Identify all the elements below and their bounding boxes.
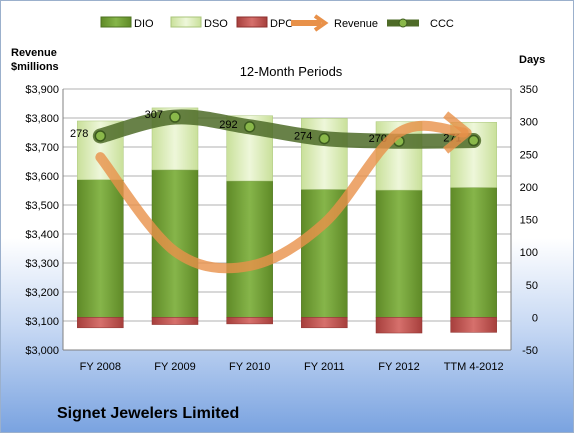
bar-dpo	[375, 317, 423, 334]
ccc-data-label: 278	[70, 128, 88, 140]
legend-swatch	[100, 16, 132, 28]
bar-dio	[375, 189, 423, 318]
plot-area: $3,000 $3,100 $3,200 $3,300 $3,400 $3,500 $3,6…	[25, 84, 538, 373]
left-tick-label: $3,100	[25, 316, 59, 328]
bar-dpo	[77, 317, 124, 329]
right-tick-label: 50	[526, 280, 538, 292]
left-tick-label: $3,500	[25, 200, 59, 212]
legend-item-dso: DSO	[170, 16, 228, 30]
legend: DIO DSO DPO Revenue CCC	[100, 14, 454, 32]
left-tick-label: $3,700	[25, 142, 59, 154]
legend-marker	[398, 18, 408, 28]
ccc-line	[92, 109, 482, 149]
right-tick-label: -50	[522, 345, 538, 357]
ccc-marker	[94, 130, 107, 142]
company-name: Signet Jewelers Limited	[57, 405, 240, 422]
right-tick-label: 350	[520, 84, 538, 96]
right-tick-label: 150	[520, 215, 538, 227]
legend-item-dpo: DPO	[236, 16, 294, 30]
left-tick-label: $3,000	[25, 345, 59, 357]
legend-item-ccc: CCC	[387, 18, 454, 30]
legend-label: DIO	[134, 18, 154, 30]
left-tick-label: $3,300	[25, 258, 59, 270]
right-tick-label: 0	[532, 312, 538, 324]
bar-dpo	[450, 317, 497, 333]
bar-dpo	[151, 317, 199, 325]
bar-dio	[151, 169, 199, 318]
ccc-marker	[467, 134, 480, 147]
ccc-marker	[318, 132, 331, 145]
right-tick-label: 250	[520, 149, 538, 161]
legend-swatch	[236, 16, 268, 28]
right-tick-label: 100	[520, 247, 538, 259]
left-tick-label: $3,900	[25, 84, 59, 96]
left-axis-label: Revenue $millions	[11, 47, 59, 73]
left-tick-label: $3,600	[25, 171, 59, 183]
legend-label: Revenue	[334, 18, 378, 30]
revenue-line	[95, 120, 469, 274]
legend-label: DSO	[204, 18, 228, 30]
legend-item-revenue: Revenue	[291, 14, 378, 32]
legend-swatch	[170, 16, 202, 28]
right-tick-label: 200	[520, 182, 538, 194]
bar-dio	[77, 179, 124, 318]
x-tick-label: FY 2011	[304, 361, 345, 373]
right-tick-label: 300	[520, 117, 538, 129]
left-tick-label: $3,400	[25, 229, 59, 241]
legend-item-dio: DIO	[100, 16, 154, 30]
bar-dpo	[226, 317, 273, 325]
x-tick-label: FY 2010	[229, 361, 270, 373]
ccc-data-label: 274	[294, 131, 312, 143]
ccc-marker	[243, 121, 256, 133]
ccc-data-label: 307	[145, 109, 163, 121]
chart-title: 12-Month Periods	[240, 64, 343, 79]
x-tick-label: TTM 4-2012	[444, 361, 504, 373]
left-tick-label: $3,200	[25, 287, 59, 299]
legend-label: CCC	[430, 18, 454, 30]
legend-label: DPO	[270, 18, 294, 30]
right-axis-label: Days	[519, 54, 545, 66]
bar-dio	[226, 180, 273, 318]
legend-swatch-arrow	[313, 14, 329, 32]
bar-dio	[450, 187, 497, 318]
ccc-marker	[169, 111, 181, 123]
x-tick-label: FY 2012	[378, 361, 419, 373]
ccc-data-label: 292	[219, 119, 237, 131]
left-tick-label: $3,800	[25, 113, 59, 125]
revenue-arrowhead	[443, 111, 472, 154]
x-tick-label: FY 2009	[154, 361, 195, 373]
bar-dpo	[301, 317, 348, 329]
x-tick-label: FY 2008	[80, 361, 121, 373]
